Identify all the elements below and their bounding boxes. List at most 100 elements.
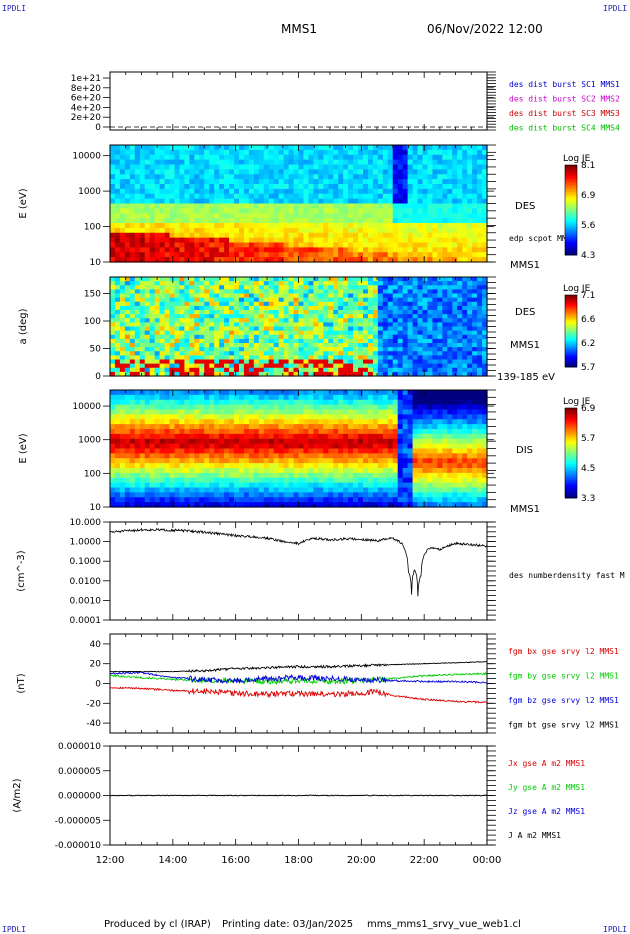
des-energy-pixel bbox=[437, 174, 443, 180]
des-energy-pixel bbox=[407, 184, 414, 190]
des-energy-pixel bbox=[149, 252, 156, 258]
des-pitch-pixel bbox=[482, 322, 488, 328]
dis-energy-pixel bbox=[144, 482, 151, 489]
des-energy-pixel bbox=[323, 213, 329, 219]
dis-energy-pixel bbox=[219, 399, 225, 406]
des-pitch-pixel bbox=[169, 285, 176, 290]
dis-energy-pixel bbox=[273, 502, 280, 508]
des-energy-pixel bbox=[154, 247, 161, 253]
des-energy-pixel bbox=[273, 154, 280, 161]
des-energy-pixel bbox=[234, 208, 240, 214]
des-pitch-pixel bbox=[477, 367, 483, 373]
des-energy-pixel bbox=[139, 242, 146, 248]
des-pitch-pixel bbox=[129, 334, 136, 340]
dis-energy-pixel bbox=[243, 419, 250, 425]
des-energy-pixel bbox=[119, 227, 126, 234]
des-energy-pixel bbox=[134, 252, 141, 258]
des-pitch-pixel bbox=[273, 343, 280, 348]
dis-energy-pixel bbox=[298, 472, 305, 479]
des-pitch-pixel bbox=[268, 359, 275, 365]
des-pitch-pixel bbox=[422, 334, 429, 340]
des-energy-pixel bbox=[243, 179, 250, 185]
des-pitch-pixel bbox=[174, 351, 181, 356]
mission-title: MMS1 bbox=[281, 22, 317, 36]
des-pitch-pixel bbox=[288, 301, 295, 307]
dis-energy-pixel bbox=[243, 463, 250, 469]
des-energy-pixel bbox=[248, 227, 255, 234]
des-pitch-pixel bbox=[343, 285, 349, 290]
des-pitch-pixel bbox=[174, 305, 181, 311]
des-pitch-pixel bbox=[353, 351, 359, 356]
des-energy-pixel bbox=[343, 154, 349, 161]
des-pitch-pixel bbox=[149, 367, 156, 373]
des-energy-pixel bbox=[318, 188, 324, 195]
des-pitch-pixel bbox=[110, 318, 116, 323]
des-pitch-colorbar-cell bbox=[565, 320, 577, 323]
dis-energy-pixel bbox=[219, 429, 225, 435]
dis-energy-pixel bbox=[194, 399, 200, 406]
dis-energy-pixel bbox=[214, 438, 220, 445]
des-pitch-pixel bbox=[139, 351, 146, 356]
des-pitch-pixel bbox=[447, 277, 453, 282]
des-energy-pixel bbox=[253, 159, 260, 166]
dis-energy-pixel bbox=[219, 458, 225, 464]
des-pitch-pixel bbox=[184, 281, 190, 286]
des-energy-pixel bbox=[372, 252, 379, 258]
des-pitch-pixel bbox=[338, 330, 344, 336]
des-energy-pixel bbox=[110, 242, 116, 248]
des-pitch-pixel bbox=[159, 330, 166, 336]
dis-energy-pixel bbox=[159, 429, 166, 435]
des-pitch-pixel bbox=[288, 343, 295, 348]
des-energy-pixel bbox=[174, 188, 181, 195]
des-energy-pixel bbox=[238, 169, 245, 175]
des-energy-pixel bbox=[154, 184, 161, 190]
des-pitch-pixel bbox=[417, 330, 424, 336]
des-pitch-pixel bbox=[209, 347, 215, 352]
des-energy-colorbar-cell bbox=[565, 234, 577, 238]
des-pitch-pixel bbox=[278, 326, 285, 332]
des-pitch-pixel bbox=[144, 297, 151, 303]
des-energy-pixel bbox=[343, 218, 349, 224]
dis-energy-pixel bbox=[263, 399, 270, 406]
des-energy-pixel bbox=[199, 218, 205, 224]
dis-energy-pixel bbox=[144, 419, 151, 425]
des-pitch-pixel bbox=[328, 314, 334, 319]
dis-energy-pixel bbox=[149, 409, 156, 415]
des-pitch-pixel bbox=[328, 367, 334, 373]
dis-energy-pixel bbox=[293, 404, 300, 411]
des-pitch-pixel bbox=[159, 297, 166, 303]
des-energy-pixel bbox=[268, 208, 275, 214]
des-pitch-pixel bbox=[333, 330, 339, 336]
des-energy-pixel bbox=[382, 247, 389, 253]
des-energy-pixel bbox=[159, 188, 166, 195]
des-energy-pixel bbox=[407, 179, 414, 185]
des-pitch-pixel bbox=[278, 351, 285, 356]
des-energy-pixel bbox=[427, 145, 434, 151]
des-pitch-pixel bbox=[234, 359, 240, 365]
dis-energy-pixel bbox=[174, 404, 181, 411]
des-pitch-pixel bbox=[437, 355, 443, 361]
dis-energy-pixel bbox=[194, 414, 200, 420]
des-energy-pixel bbox=[204, 193, 210, 200]
des-energy-pixel bbox=[234, 223, 240, 229]
dis-energy-pixel bbox=[238, 419, 245, 425]
dis-energy-pixel bbox=[159, 487, 166, 493]
des-energy-pixel bbox=[219, 203, 225, 209]
des-energy-pixel bbox=[467, 237, 473, 244]
dis-energy-pixel bbox=[114, 438, 121, 445]
des-pitch-pixel bbox=[258, 285, 265, 290]
des-pitch-pixel bbox=[144, 289, 151, 295]
des-energy-pixel bbox=[412, 252, 419, 258]
des-pitch-pixel bbox=[328, 293, 334, 299]
des-pitch-pixel bbox=[278, 367, 285, 373]
dis-energy-pixel bbox=[308, 458, 314, 464]
des-energy-pixel bbox=[204, 203, 210, 209]
des-energy-pixel bbox=[159, 203, 166, 209]
des-pitch-pixel bbox=[159, 318, 166, 323]
des-pitch-pixel bbox=[417, 314, 424, 319]
des-energy-pixel bbox=[452, 247, 458, 253]
des-pitch-pixel bbox=[134, 338, 141, 344]
des-energy-pixel bbox=[432, 218, 438, 224]
des-pitch-pixel bbox=[234, 338, 240, 344]
des-pitch-pixel bbox=[124, 367, 131, 373]
